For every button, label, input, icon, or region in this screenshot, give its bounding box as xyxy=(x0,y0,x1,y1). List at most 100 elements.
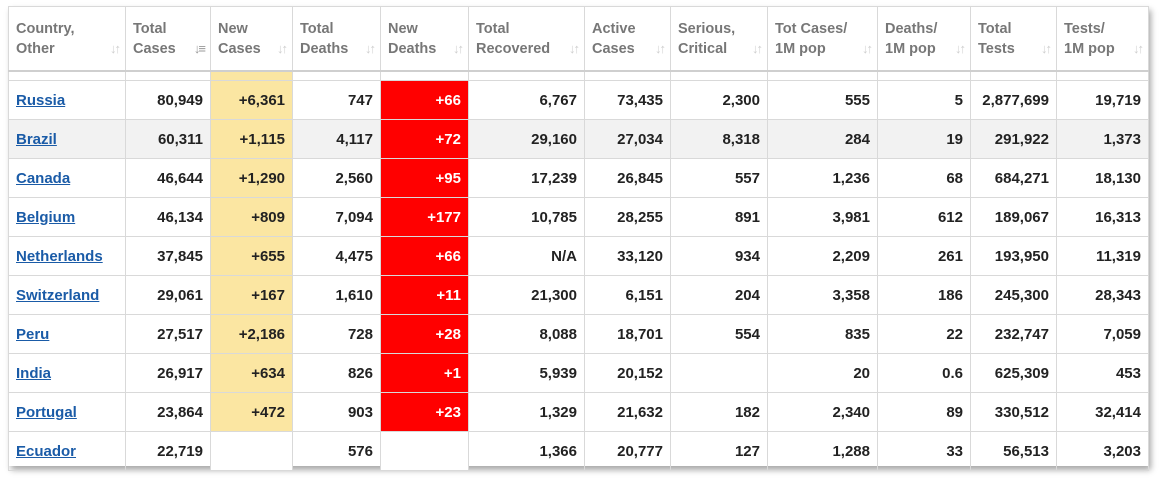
column-header-line1: Total xyxy=(978,20,1012,37)
cell-new-deaths xyxy=(380,431,469,471)
column-header-line1: Total xyxy=(300,20,334,37)
country-cell: Ecuador xyxy=(8,431,126,471)
column-header-2[interactable]: New Cases ↓↑ xyxy=(210,6,293,72)
cell-active-cases: 18,701 xyxy=(584,314,671,354)
cell-deaths-1mpop: 22 xyxy=(877,314,971,354)
cell-total-deaths: 7,094 xyxy=(292,197,381,237)
cell-total-tests: 193,950 xyxy=(970,236,1057,276)
column-header-0[interactable]: Country, Other ↓↑ xyxy=(8,6,126,72)
sort-icon[interactable]: ↓↑ xyxy=(1133,41,1144,56)
country-link[interactable]: Switzerland xyxy=(16,286,100,304)
sort-icon[interactable]: ↓↑ xyxy=(862,41,873,56)
cell-total-recovered: 6,767 xyxy=(468,80,585,120)
cell-serious-critical: 127 xyxy=(670,431,768,471)
table-row: Canada 46,644 +1,290 2,560 +95 17,239 26,845 55… xyxy=(8,158,1149,198)
country-link[interactable]: Belgium xyxy=(16,208,76,226)
cell-total-cases: 37,845 xyxy=(125,236,211,276)
country-link[interactable]: Russia xyxy=(16,91,66,109)
sort-icon[interactable]: ↓↑ xyxy=(277,41,288,56)
column-header-line2: Tests xyxy=(978,40,1015,57)
column-header-1[interactable]: Total Cases ↓≡ xyxy=(125,6,211,72)
cell-total-cases: 23,864 xyxy=(125,392,211,432)
sort-icon[interactable]: ↓↑ xyxy=(365,41,376,56)
column-header-line2: Critical xyxy=(678,40,728,57)
cell-deaths-1mpop: 89 xyxy=(877,392,971,432)
column-header-5[interactable]: Total Recovered ↓↑ xyxy=(468,6,585,72)
country-link[interactable]: Canada xyxy=(16,169,71,187)
cell-total-recovered: 17,239 xyxy=(468,158,585,198)
country-link[interactable]: Portugal xyxy=(16,403,77,421)
table-row: Belgium 46,134 +809 7,094 +177 10,785 28,255 89… xyxy=(8,197,1149,237)
cell-serious-critical: 8,318 xyxy=(670,119,768,159)
cell-total-recovered: 1,329 xyxy=(468,392,585,432)
country-cell: Belgium xyxy=(8,197,126,237)
sort-icon[interactable]: ↓↑ xyxy=(752,41,763,56)
covid-stats-table: Country, Other ↓↑ Total Cases ↓≡ New Cases ↓↑ Tot… xyxy=(8,6,1149,471)
sort-desc-icon[interactable]: ↓≡ xyxy=(193,41,206,56)
cell-total-tests: 625,309 xyxy=(970,353,1057,393)
column-header-7[interactable]: Serious, Critical ↓↑ xyxy=(670,6,768,72)
country-link[interactable]: Peru xyxy=(16,325,50,343)
sort-icon[interactable]: ↓↑ xyxy=(110,41,121,56)
cell-total-cases: 46,644 xyxy=(125,158,211,198)
cell-total-tests: 684,271 xyxy=(970,158,1057,198)
column-header-line1: New xyxy=(388,20,418,37)
table-row: Peru 27,517 +2,186 728 +28 8,088 18,701 554 835 2… xyxy=(8,314,1149,354)
cell-total-recovered: N/A xyxy=(468,236,585,276)
cell-active-cases: 21,632 xyxy=(584,392,671,432)
cell-total-deaths: 4,117 xyxy=(292,119,381,159)
column-header-9[interactable]: Deaths/1M pop ↓↑ xyxy=(877,6,971,72)
column-header-6[interactable]: Active Cases ↓↑ xyxy=(584,6,671,72)
country-cell: Russia xyxy=(8,80,126,120)
cell-new-cases: +472 xyxy=(210,392,293,432)
column-header-3[interactable]: Total Deaths ↓↑ xyxy=(292,6,381,72)
country-link[interactable]: Ecuador xyxy=(16,442,77,460)
cell-total-cases: 60,311 xyxy=(125,119,211,159)
column-header-line1: Tot Cases/ xyxy=(775,20,848,37)
cell-deaths-1mpop: 261 xyxy=(877,236,971,276)
table-row: Russia 80,949 +6,361 747 +66 6,767 73,435 2,300… xyxy=(8,80,1149,120)
sort-icon[interactable]: ↓↑ xyxy=(569,41,580,56)
country-cell: Peru xyxy=(8,314,126,354)
cell-total-deaths: 747 xyxy=(292,80,381,120)
sort-icon[interactable]: ↓↑ xyxy=(655,41,666,56)
cell-totcases-1mpop: 2,340 xyxy=(767,392,878,432)
cell-deaths-1mpop: 0.6 xyxy=(877,353,971,393)
cell-tests-1mpop: 7,059 xyxy=(1056,314,1149,354)
cell-total-deaths: 576 xyxy=(292,431,381,471)
country-link[interactable]: Netherlands xyxy=(16,247,103,265)
sort-icon[interactable]: ↓↑ xyxy=(955,41,966,56)
cell-serious-critical: 204 xyxy=(670,275,768,315)
sort-icon[interactable]: ↓↑ xyxy=(453,41,464,56)
cell-tests-1mpop: 19,719 xyxy=(1056,80,1149,120)
country-link[interactable]: India xyxy=(16,364,52,382)
spacer-row xyxy=(8,71,1149,81)
column-header-line2: Recovered xyxy=(476,40,551,57)
column-header-10[interactable]: Total Tests ↓↑ xyxy=(970,6,1057,72)
cell-total-deaths: 1,610 xyxy=(292,275,381,315)
country-link[interactable]: Brazil xyxy=(16,130,57,148)
cell-active-cases: 28,255 xyxy=(584,197,671,237)
cell-new-cases: +809 xyxy=(210,197,293,237)
column-header-8[interactable]: Tot Cases/1M pop ↓↑ xyxy=(767,6,878,72)
column-header-11[interactable]: Tests/1M pop ↓↑ xyxy=(1056,6,1149,72)
cell-total-tests: 245,300 xyxy=(970,275,1057,315)
cell-total-tests: 2,877,699 xyxy=(970,80,1057,120)
cell-new-cases: +634 xyxy=(210,353,293,393)
cell-deaths-1mpop: 33 xyxy=(877,431,971,471)
country-cell: Brazil xyxy=(8,119,126,159)
column-header-line1: Tests/ xyxy=(1064,20,1105,37)
cell-totcases-1mpop: 3,981 xyxy=(767,197,878,237)
cell-new-cases: +167 xyxy=(210,275,293,315)
cell-new-deaths: +1 xyxy=(380,353,469,393)
column-header-4[interactable]: New Deaths ↓↑ xyxy=(380,6,469,72)
sort-icon[interactable]: ↓↑ xyxy=(1041,41,1052,56)
cell-new-deaths: +66 xyxy=(380,236,469,276)
cell-totcases-1mpop: 20 xyxy=(767,353,878,393)
cell-serious-critical: 2,300 xyxy=(670,80,768,120)
table-body: Russia 80,949 +6,361 747 +66 6,767 73,435 2,300… xyxy=(8,71,1149,471)
cell-new-cases xyxy=(210,431,293,471)
cell-total-deaths: 4,475 xyxy=(292,236,381,276)
country-cell: India xyxy=(8,353,126,393)
cell-active-cases: 20,777 xyxy=(584,431,671,471)
